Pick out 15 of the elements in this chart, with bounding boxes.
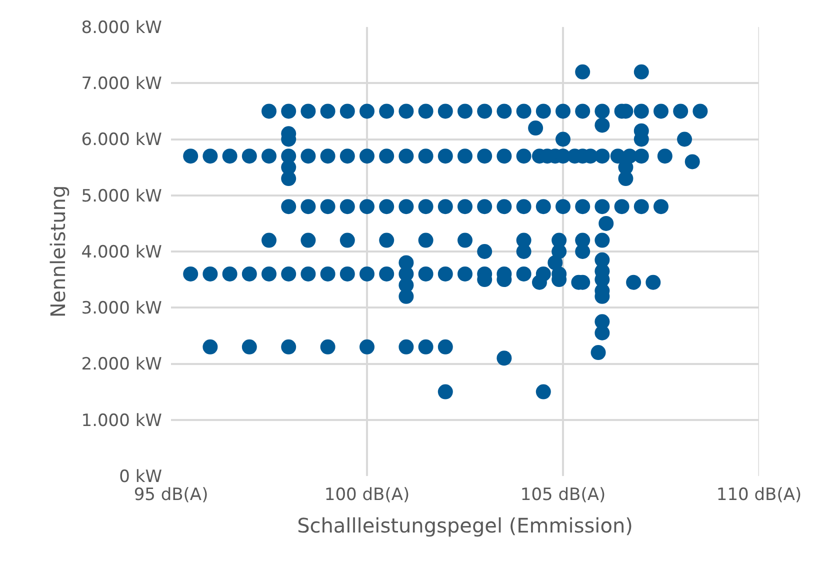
x-tick-label: 100 dB(A) — [324, 485, 410, 505]
y-tick-label: 5.000 kW — [81, 186, 162, 206]
y-tick-label: 2.000 kW — [81, 354, 162, 375]
x-axis-title: Schallleistungspegel (Emmission) — [297, 514, 633, 538]
y-tick-label: 4.000 kW — [81, 242, 162, 262]
y-axis-title: Nennleistung — [46, 185, 70, 318]
y-tick-label: 1.000 kW — [81, 410, 162, 431]
x-tick-label: 105 dB(A) — [520, 485, 606, 505]
y-tick-label: 0 kW — [119, 466, 162, 487]
y-tick-label: 6.000 kW — [81, 130, 162, 150]
x-tick-label: 110 dB(A) — [716, 485, 802, 505]
y-tick-label: 8.000 kW — [81, 18, 162, 38]
y-tick-label: 7.000 kW — [81, 74, 162, 94]
x-tick-label: 95 dB(A) — [134, 485, 208, 505]
y-tick-label: 3.000 kW — [81, 298, 162, 319]
